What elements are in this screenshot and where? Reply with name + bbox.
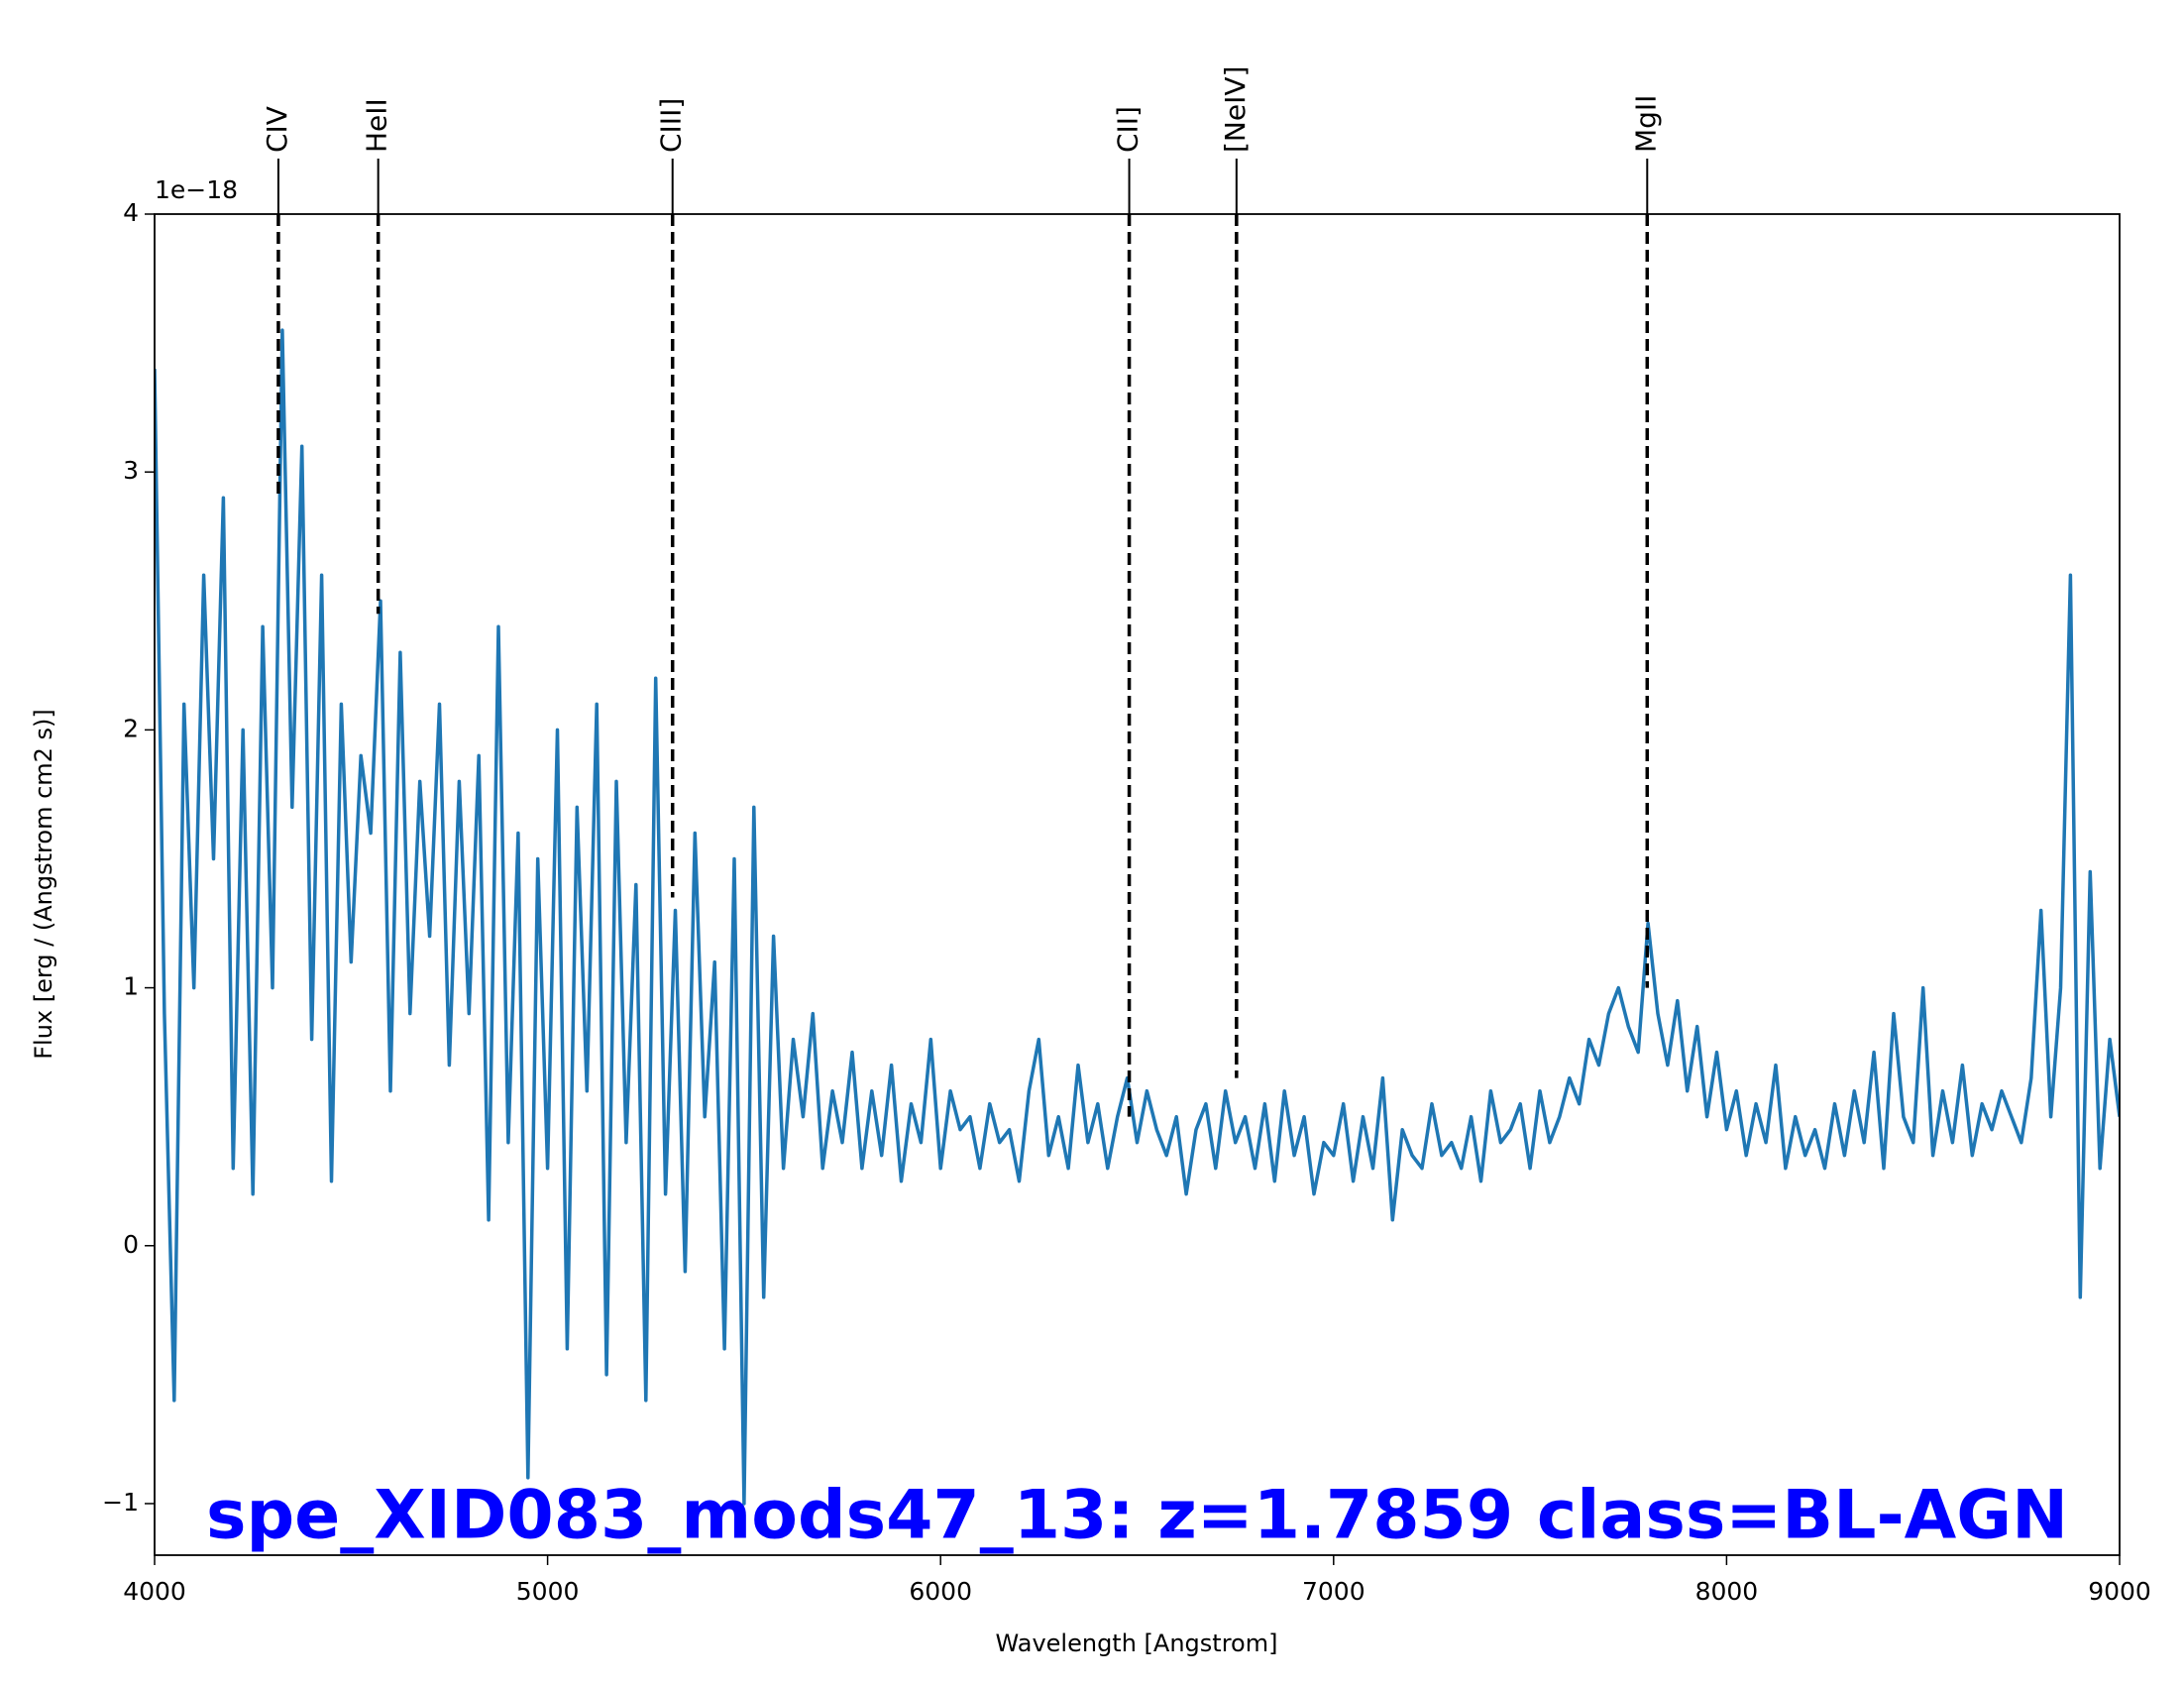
y-tick-label: 1 <box>123 972 139 1001</box>
line-label: HeII <box>361 98 393 153</box>
line-label: CIII] <box>655 98 688 153</box>
x-tick-label: 9000 <box>2088 1577 2151 1606</box>
y-tick-label: 2 <box>123 714 139 742</box>
y-tick-label: 0 <box>123 1230 139 1259</box>
line-label: CIV <box>261 106 293 153</box>
x-tick-label: 5000 <box>516 1577 580 1606</box>
line-label: CII] <box>1112 106 1145 153</box>
spectrum-line <box>155 328 2120 1506</box>
y-axis-label: Flux [erg / (Angstrom cm2 s)] <box>30 709 57 1060</box>
x-tick-label: 7000 <box>1302 1577 1365 1606</box>
x-tick-label: 8000 <box>1695 1577 1759 1606</box>
y-offset-label: 1e−18 <box>155 175 238 204</box>
x-tick-label: 6000 <box>909 1577 972 1606</box>
y-tick-label: 4 <box>123 198 139 227</box>
y-tick-label: 3 <box>123 456 139 485</box>
line-label: MgII <box>1629 95 1662 153</box>
y-tick-label: −1 <box>102 1488 139 1517</box>
x-axis-label: Wavelength [Angstrom] <box>996 1630 1278 1657</box>
chart-title: spe_XID083_mods47_13: z=1.7859 class=BL-… <box>206 1477 2068 1555</box>
x-tick-label: 4000 <box>123 1577 186 1606</box>
line-label: [NeIV] <box>1219 66 1252 153</box>
axes-frame <box>154 213 2121 1556</box>
